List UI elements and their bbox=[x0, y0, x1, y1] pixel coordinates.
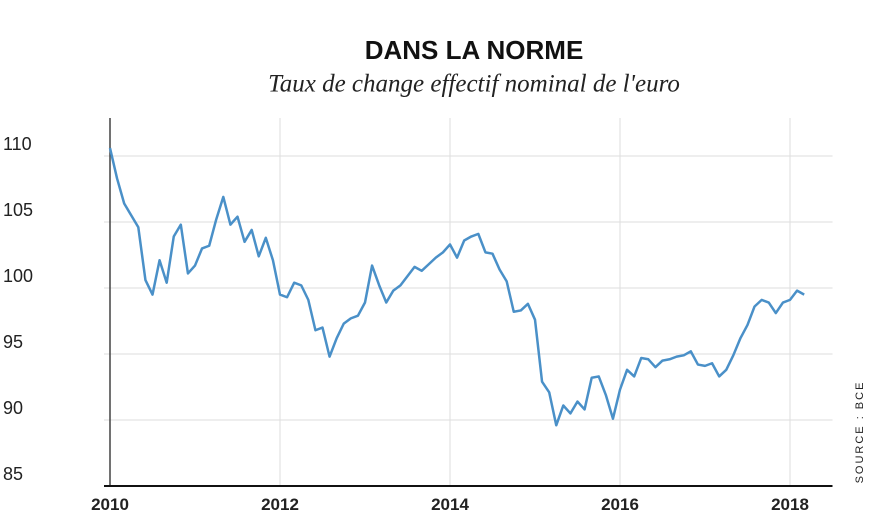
x-tick-label: 2014 bbox=[431, 495, 469, 514]
data-line bbox=[108, 147, 805, 427]
chart-subtitle: Taux de change effectif nominal de l'eur… bbox=[268, 71, 680, 98]
x-tick-label: 2016 bbox=[601, 495, 639, 514]
x-tick-label: 2018 bbox=[771, 495, 809, 514]
y-tick-label: 90 bbox=[3, 398, 23, 418]
x-tick-label: 2012 bbox=[261, 495, 299, 514]
y-tick-label: 100 bbox=[3, 266, 33, 286]
y-tick-label: 105 bbox=[3, 200, 33, 220]
y-tick-label: 110 bbox=[3, 134, 32, 154]
x-tick-label: 2010 bbox=[91, 495, 129, 514]
y-tick-label: 95 bbox=[3, 332, 23, 352]
chart-title: DANS LA NORME bbox=[365, 35, 584, 65]
y-tick-label: 85 bbox=[3, 464, 23, 484]
source: SOURCE : BCE bbox=[854, 381, 866, 484]
